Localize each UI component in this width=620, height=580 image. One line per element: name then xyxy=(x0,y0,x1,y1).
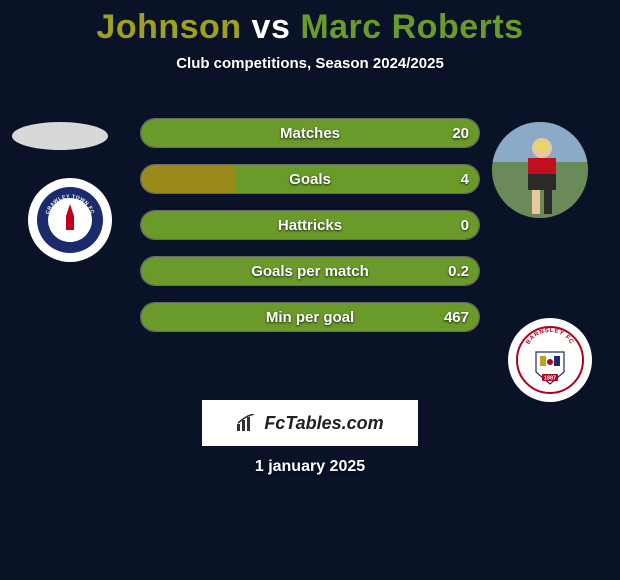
player2-avatar xyxy=(492,122,588,218)
date-line: 1 january 2025 xyxy=(0,458,620,476)
stat-row: Min per goal467 xyxy=(140,302,480,332)
stat-row: Goals4 xyxy=(140,164,480,194)
brand-text: FcTables.com xyxy=(264,413,383,434)
stat-label: Hattricks xyxy=(141,211,479,239)
page-title: Johnson vs Marc Roberts xyxy=(0,0,620,47)
stat-label: Min per goal xyxy=(141,303,479,331)
stat-value-p2: 0.2 xyxy=(448,257,469,285)
stat-value-p2: 20 xyxy=(452,119,469,147)
player1-club-crest: CRAWLEY TOWN FC RED DEVILS xyxy=(36,186,104,254)
stat-row: Goals per match0.2 xyxy=(140,256,480,286)
player2-club-badge: BARNSLEY FC 1887 xyxy=(508,318,592,402)
player2-name: Marc Roberts xyxy=(300,8,523,46)
stat-row: Hattricks0 xyxy=(140,210,480,240)
player2-club-crest: BARNSLEY FC 1887 xyxy=(516,326,584,394)
vs-word: vs xyxy=(252,8,291,46)
stat-value-p2: 467 xyxy=(444,303,469,331)
stat-row: Matches20 xyxy=(140,118,480,148)
stat-label: Goals per match xyxy=(141,257,479,285)
brand-box: FcTables.com xyxy=(202,400,418,446)
player1-avatar xyxy=(12,122,108,150)
player1-club-badge: CRAWLEY TOWN FC RED DEVILS xyxy=(28,178,112,262)
stat-value-p2: 4 xyxy=(461,165,469,193)
subtitle: Club competitions, Season 2024/2025 xyxy=(0,55,620,72)
chart-icon xyxy=(236,414,258,432)
stat-label: Goals xyxy=(141,165,479,193)
player2-club-year: 1887 xyxy=(544,376,556,382)
stat-label: Matches xyxy=(141,119,479,147)
stat-value-p2: 0 xyxy=(461,211,469,239)
player1-name: Johnson xyxy=(96,8,241,46)
